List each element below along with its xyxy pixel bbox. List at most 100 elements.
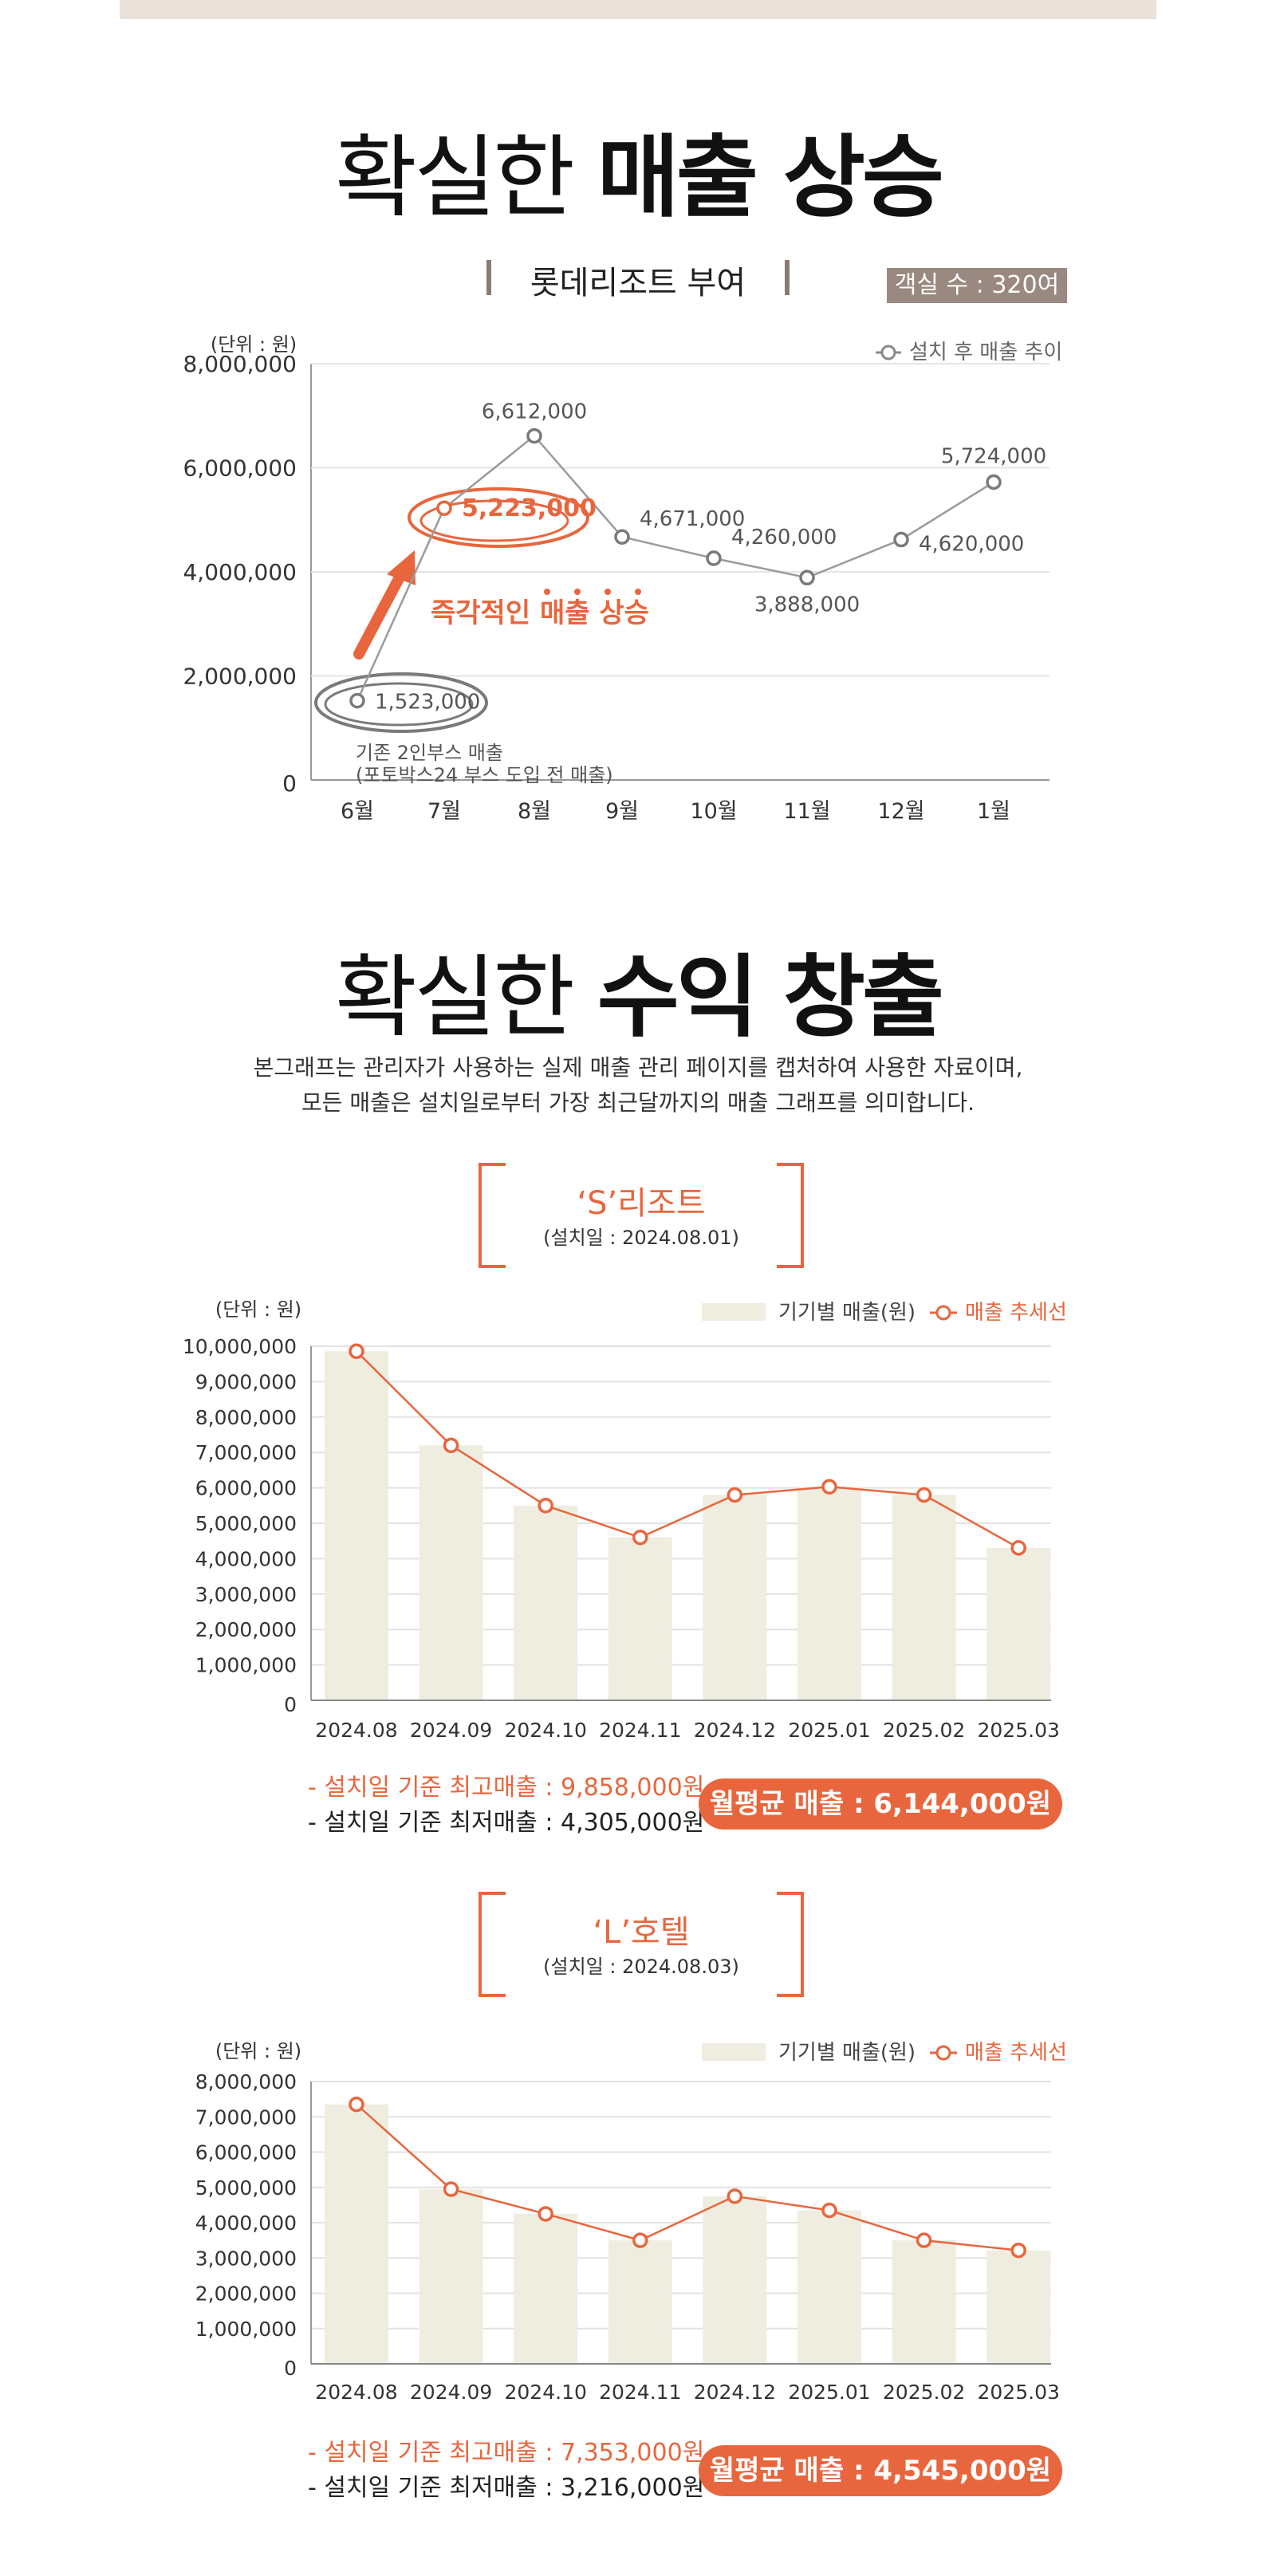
chart2-y-tick-label: 10,000,000 (183, 1335, 297, 1358)
chart3-y-tick-label: 4,000,000 (195, 2212, 297, 2235)
chart3-legend-bar: 기기별 매출(원) (778, 2041, 916, 2065)
chart2-venue-name: ‘S’리조트 (577, 1185, 706, 1222)
highlight-ellipse-before (314, 672, 488, 733)
section2-desc-line1: 본그래프는 관리자가 사용하는 실제 매출 관리 페이지를 캡처하여 사용한 자… (253, 1054, 1023, 1081)
chart3-y-tick-label: 6,000,000 (195, 2141, 297, 2164)
chart2-trend-segment (356, 1350, 452, 1447)
chart1-data-point (893, 531, 909, 548)
chart3-trend-segment (545, 2212, 641, 2242)
chart3-trend-point (821, 2202, 837, 2219)
legend-marker-icon (880, 345, 896, 360)
chart2-trend-point (1010, 1540, 1026, 1556)
chart3-bar (703, 2196, 767, 2364)
room-count-badge: 객실 수 : 320여개 (887, 268, 1067, 334)
chart1-line-segment (621, 535, 715, 560)
chart3-x-tick-label: 2025.02 (883, 2381, 965, 2404)
chart3-venue-name: ‘L’호텔 (593, 1914, 690, 1951)
top-divider-bar (120, 0, 1156, 19)
chart1-line-segment (356, 507, 446, 702)
chart2-max-sales: - 설치일 기준 최고매출 : 9,858,000원 (308, 1774, 705, 1802)
chart3-legend-line: 매출 추세선 (965, 2041, 1067, 2065)
chart3-x-tick-label: 2024.10 (505, 2381, 587, 2404)
chart3-trend-segment (356, 2103, 452, 2190)
chart3-trend-segment (829, 2209, 924, 2242)
chart3-x-tick-label: 2024.08 (315, 2381, 397, 2404)
chart3-trend-segment (451, 2188, 546, 2216)
chart1-subtitle-text: 롯데리조트 부여 (530, 265, 746, 301)
chart3-bar (325, 2104, 388, 2364)
chart1-x-tick-label: 8월 (518, 799, 551, 824)
chart3-y-tick-label: 7,000,000 (195, 2105, 297, 2129)
bar-chart-l-hotel: (단위 : 원) 기기별 매출(원) 매출 추세선 0 1,000,000 2,00… (195, 2040, 1067, 2404)
chart3-max-sales: - 설치일 기준 최고매출 : 7,353,000원 (308, 2439, 705, 2467)
chart3-bar (608, 2240, 672, 2364)
chart3-x-tick-label: 2024.09 (410, 2381, 492, 2404)
section1-title: 확실한 매출 상승 (0, 105, 1276, 234)
chart1-data-label: 6,612,000 (482, 400, 587, 424)
chart1-data-label: 4,671,000 (640, 507, 745, 531)
chart2-trend-point (538, 1498, 553, 1514)
chart2-x-tick-label: 2025.03 (978, 1719, 1060, 1742)
chart3-trend-segment (924, 2239, 1019, 2251)
chart3-install-date: (설치일 : 2024.08.03) (543, 1956, 739, 1978)
chart1-y-tick-label: 8,000,000 (183, 351, 297, 377)
chart2-bar (703, 1495, 767, 1700)
chart1-y-tick-label: 6,000,000 (183, 455, 297, 482)
chart2-y-tick-label: 3,000,000 (195, 1583, 297, 1606)
chart2-trend-point (916, 1487, 932, 1503)
chart1-data-point (349, 692, 365, 709)
chart3-y-tick-label: 1,000,000 (195, 2318, 297, 2341)
chart2-x-tick-label: 2024.10 (505, 1719, 587, 1742)
chart2-x-tick-label: 2025.02 (883, 1719, 965, 1742)
chart3-title-bracket: ‘L’호텔 (설치일 : 2024.08.03) (478, 1890, 804, 1999)
chart2-trend-segment (545, 1504, 641, 1538)
chart2-x-tick-label: 2024.11 (599, 1719, 681, 1742)
chart2-bar (798, 1487, 861, 1700)
chart1-legend: 설치 후 매출 추이 (876, 341, 1062, 364)
chart2-bar (419, 1445, 483, 1700)
chart1-data-point (986, 474, 1002, 490)
section2-title-bold: 수익 창출 (597, 946, 944, 1050)
chart1-y-tick-label: 2,000,000 (183, 664, 297, 690)
section1-title-light: 확실한 (335, 126, 575, 230)
chart1-subtitle: 롯데리조트 부여 (486, 254, 790, 301)
chart2-y-tick-label: 1,000,000 (195, 1654, 297, 1677)
chart3-bar (892, 2240, 956, 2364)
section2-title: 확실한 수익 창출 (0, 925, 1276, 1054)
chart1-data-label: 5,724,000 (941, 445, 1046, 469)
legend-line-marker-icon (935, 1305, 951, 1321)
chart2-monthly-average-badge: 월평균 매출 : 6,144,000원 (699, 1778, 1062, 1830)
chart1-data-point (706, 550, 722, 566)
chart1-y-tick-label: 4,000,000 (183, 559, 297, 585)
highlight-ellipse-after (408, 487, 589, 548)
chart2-y-tick-label: 9,000,000 (195, 1370, 297, 1393)
chart2-y-tick-label: 4,000,000 (195, 1547, 297, 1570)
chart3-y-tick-label: 3,000,000 (195, 2247, 297, 2270)
chart1-data-point (614, 529, 630, 545)
chart3-x-tick-label: 2025.03 (978, 2381, 1060, 2404)
chart3-trend-point (916, 2232, 932, 2248)
chart1-line-segment (900, 481, 994, 541)
chart3-y-tick-label: 5,000,000 (195, 2176, 297, 2200)
chart1-data-point (436, 500, 452, 516)
chart2-bar (325, 1351, 388, 1700)
chart3-y-tick-label: 8,000,000 (195, 2070, 297, 2093)
chart2-bar (608, 1537, 672, 1700)
section2-desc-line2: 모든 매출은 설치일로부터 가장 최근달까지의 매출 그래프를 의미합니다. (301, 1089, 975, 1116)
chart1-x-tick-label: 11월 (783, 799, 830, 824)
line-chart-sales-trend: (단위 : 원) 설치 후 매출 추이 0 2,000,000 4,000,000 6… (183, 333, 1062, 824)
chart3-bar (514, 2213, 578, 2364)
section1-title-bold: 매출 상승 (597, 126, 944, 230)
chart2-install-date: (설치일 : 2024.08.01) (543, 1227, 739, 1249)
chart3-trend-point (349, 2096, 364, 2113)
chart3-trend-point (538, 2206, 553, 2222)
chart3-trend-point (1010, 2242, 1026, 2259)
subtitle-left-bar (486, 260, 491, 295)
section2-title-light: 확실한 (335, 946, 575, 1050)
chart2-legend-line: 매출 추세선 (965, 1301, 1067, 1325)
chart3-min-sales: - 설치일 기준 최저매출 : 3,216,000원 (308, 2474, 705, 2502)
chart3-x-tick-label: 2025.01 (788, 2381, 870, 2404)
chart2-legend: 기기별 매출(원) 매출 추세선 (702, 1301, 1067, 1325)
chart2-trend-segment (829, 1486, 924, 1496)
chart2-y-tick-label: 0 (284, 1693, 297, 1716)
